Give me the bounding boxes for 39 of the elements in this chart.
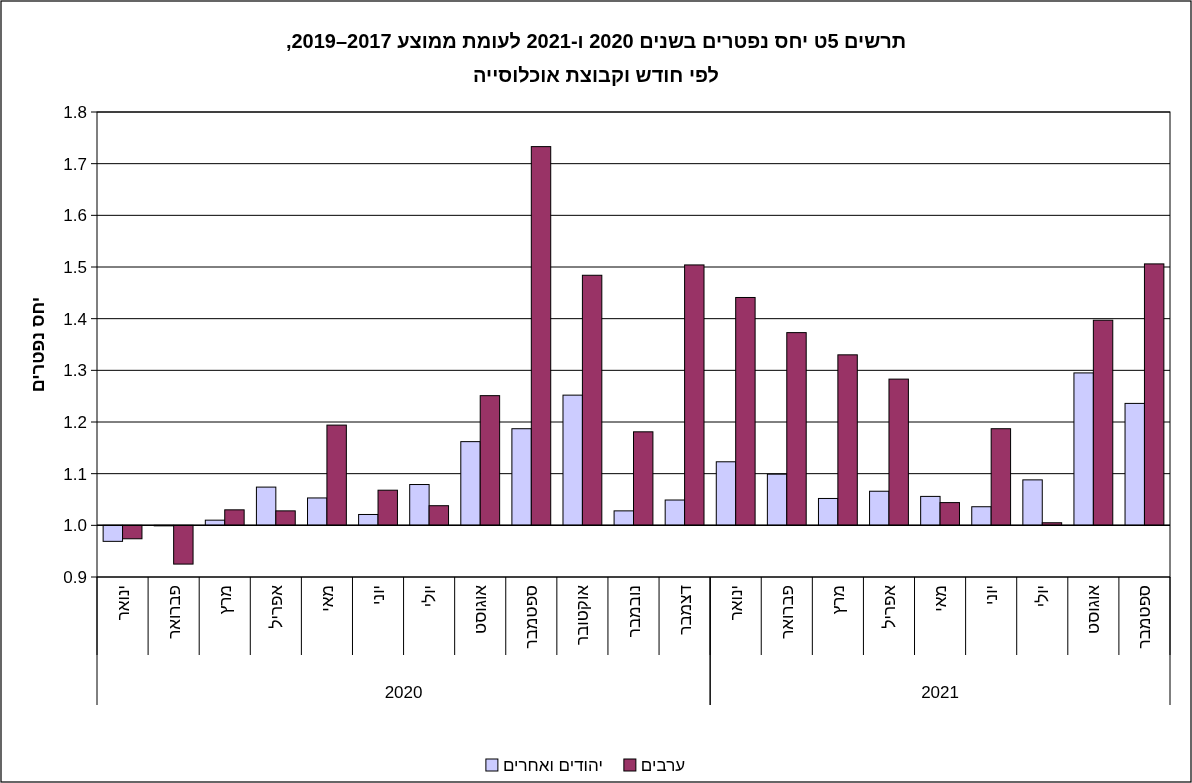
y-tick-label: 1.7 bbox=[63, 154, 87, 174]
y-axis-title: יחס נפטרים bbox=[28, 296, 48, 393]
x-tick-label: אוגוסט bbox=[471, 584, 491, 634]
legend-label: ערבים bbox=[640, 756, 686, 775]
x-tick-label: פברואר bbox=[777, 585, 797, 639]
legend: יהודים ואחרים ערבים bbox=[485, 756, 686, 775]
x-tick-label: מאי bbox=[931, 585, 951, 612]
x-tick-label: יוני bbox=[369, 585, 389, 605]
text: 2020 bbox=[384, 683, 423, 702]
y-tick-label: 1.1 bbox=[63, 464, 87, 484]
y-tick-label: 1.8 bbox=[63, 103, 87, 122]
x-tick-label: ספטמבר bbox=[1135, 585, 1155, 649]
x-tick-label: ינואר bbox=[113, 585, 133, 621]
y-tick-label: 1.6 bbox=[63, 206, 87, 226]
x-tick-label: מרץ bbox=[215, 585, 235, 615]
x-tick-label: נובמבר bbox=[624, 585, 644, 638]
x-tick-label: אפריל bbox=[879, 584, 899, 629]
chart-title: תרשים 5ט יחס נפטרים בשנים 2020 ו-2021 לעומת ממוצע 2017–2019, bbox=[285, 30, 907, 52]
x-tick-label: יוני bbox=[982, 585, 1002, 605]
x-tick-label: מאי bbox=[317, 585, 337, 612]
y-tick-label: 1.4 bbox=[63, 309, 87, 329]
x-tick-label: אפריל bbox=[266, 584, 286, 629]
legend-label: יהודים ואחרים bbox=[502, 756, 603, 775]
text: 2021 bbox=[921, 683, 959, 702]
x-tick-label: ספטמבר bbox=[522, 585, 542, 649]
x-tick-label: אוקטובר bbox=[573, 584, 593, 645]
x-tick-label: אוגוסט bbox=[1084, 584, 1104, 634]
chart-subtitle: לפי חודש וקבוצת אוכלוסייה bbox=[472, 64, 720, 86]
y-tick-label: 1.0 bbox=[63, 516, 87, 536]
y-tick-label: 0.9 bbox=[63, 568, 87, 587]
y-tick-label: 1.3 bbox=[63, 361, 87, 381]
x-tick-label: יולי bbox=[1033, 585, 1053, 608]
x-tick-label: מרץ bbox=[828, 585, 848, 615]
x-tick-label: פברואר bbox=[164, 585, 184, 639]
y-tick-label: 1.5 bbox=[63, 258, 87, 277]
y-tick-label: 1.2 bbox=[63, 413, 87, 432]
x-tick-label: דצמבר bbox=[675, 585, 695, 635]
x-tick-label: יולי bbox=[420, 585, 440, 608]
x-tick-label: ינואר bbox=[726, 585, 746, 621]
